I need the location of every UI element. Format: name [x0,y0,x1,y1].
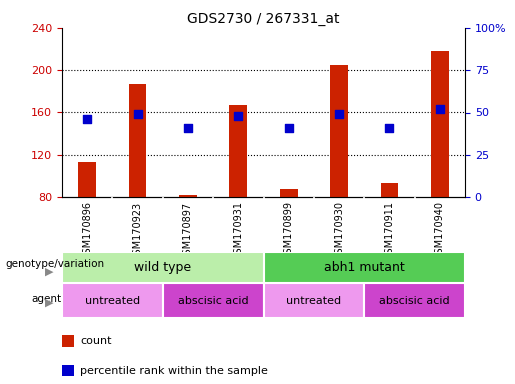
Title: GDS2730 / 267331_at: GDS2730 / 267331_at [187,12,340,26]
Point [133,111,142,117]
Bar [78,162,96,197]
Bar [330,65,348,197]
Bar [62,252,264,283]
Bar [364,283,465,318]
Bar [163,283,264,318]
Point [234,113,243,119]
Bar [230,105,247,197]
Text: abh1 mutant: abh1 mutant [324,261,405,274]
Bar [62,365,74,376]
Text: GSM170896: GSM170896 [82,201,92,260]
Text: genotype/variation: genotype/variation [5,259,104,269]
Point [436,106,444,112]
Bar [179,195,197,197]
Bar [280,189,298,197]
Bar [62,283,163,318]
Point [184,125,192,131]
Text: GSM170931: GSM170931 [233,201,243,260]
Text: abscisic acid: abscisic acid [380,296,450,306]
Bar [129,84,146,197]
Bar [381,183,398,197]
Point [335,111,343,117]
Bar [62,335,74,347]
Bar [264,283,364,318]
Bar [264,252,465,283]
Bar [431,51,449,197]
Text: ▶: ▶ [45,266,54,276]
Text: untreated: untreated [85,296,140,306]
Point [285,125,293,131]
Text: GSM170940: GSM170940 [435,201,445,260]
Text: count: count [80,336,112,346]
Text: GSM170899: GSM170899 [284,201,294,260]
Point [385,125,393,131]
Text: ▶: ▶ [45,298,54,308]
Text: agent: agent [31,294,61,304]
Text: GSM170930: GSM170930 [334,201,344,260]
Text: GSM170911: GSM170911 [384,201,394,260]
Text: untreated: untreated [286,296,341,306]
Text: abscisic acid: abscisic acid [178,296,248,306]
Text: GSM170923: GSM170923 [132,201,143,260]
Point [83,116,91,122]
Text: percentile rank within the sample: percentile rank within the sample [80,366,268,376]
Text: GSM170897: GSM170897 [183,201,193,260]
Text: wild type: wild type [134,261,191,274]
